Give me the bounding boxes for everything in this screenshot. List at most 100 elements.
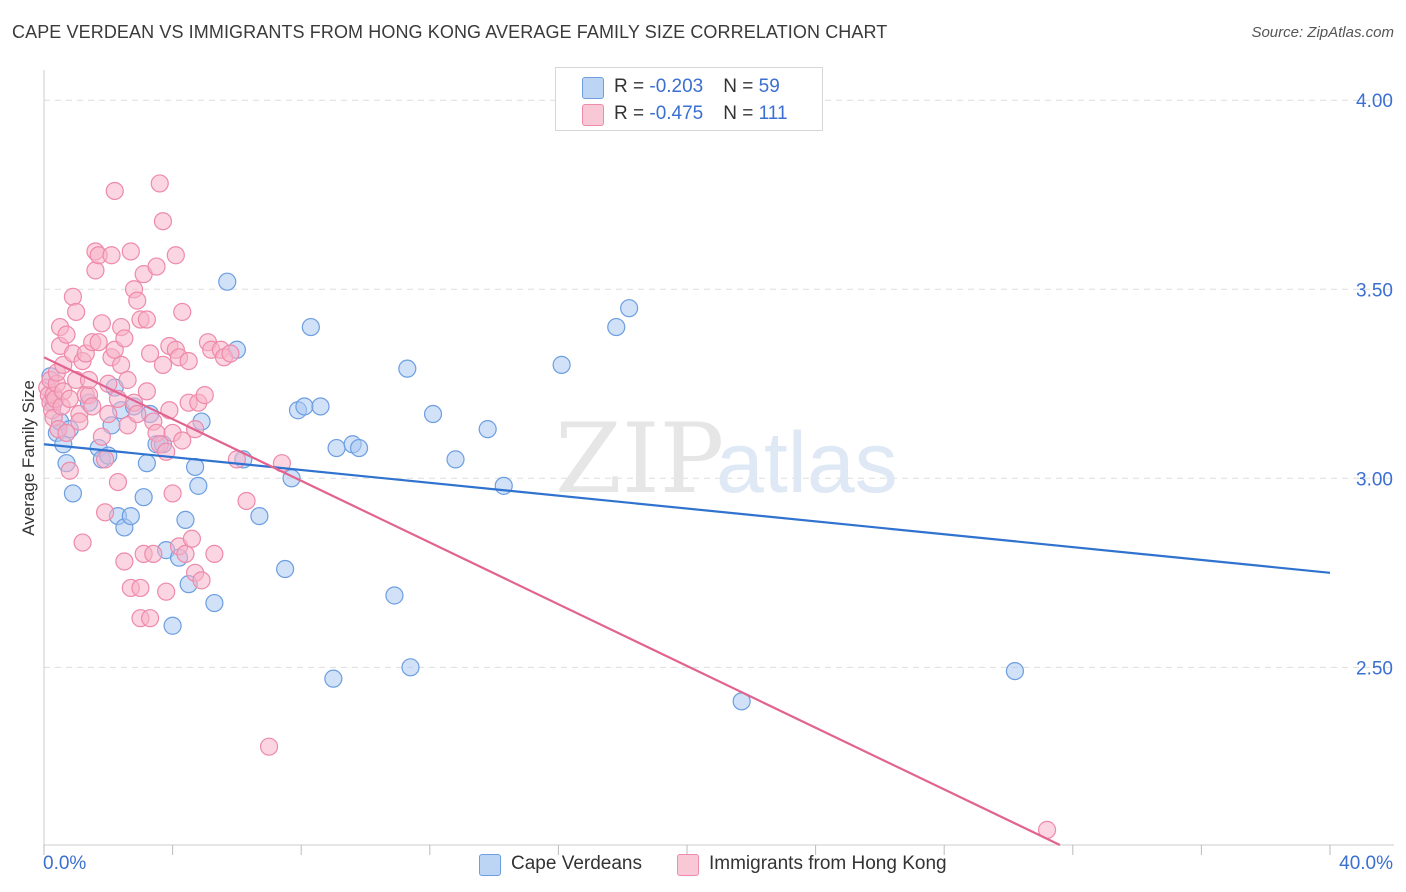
point-hong-kong xyxy=(112,355,131,374)
watermark-zip: ZIP xyxy=(555,403,724,515)
point-hong-kong xyxy=(163,484,182,503)
point-hong-kong xyxy=(86,261,105,280)
point-hong-kong xyxy=(73,533,92,552)
y-tick-label: 3.50 xyxy=(1356,280,1393,301)
point-hong-kong xyxy=(105,181,124,201)
point-hong-kong xyxy=(60,461,79,480)
point-hong-kong xyxy=(140,344,160,363)
point-hong-kong xyxy=(99,404,118,424)
point-hong-kong xyxy=(147,257,166,276)
point-hong-kong xyxy=(237,491,256,511)
trend-line-cape-verdeans xyxy=(43,443,1331,574)
point-cape-verdean xyxy=(189,476,208,495)
bottom-legend-label-blue: Cape Verdeans xyxy=(511,853,642,874)
point-cape-verdean xyxy=(401,658,420,677)
tick-labels: 2.50 3.00 3.50 4.00 0.0% 40.0% xyxy=(43,91,1393,874)
point-cape-verdean xyxy=(446,450,465,469)
trend-lines xyxy=(43,356,1331,846)
point-hong-kong xyxy=(192,571,211,590)
point-hong-kong xyxy=(60,389,79,409)
series-hong-kong xyxy=(38,174,1057,839)
point-cape-verdean xyxy=(324,669,343,688)
point-hong-kong xyxy=(153,212,173,231)
point-hong-kong xyxy=(115,329,134,348)
watermark: ZIP atlas xyxy=(555,403,898,515)
point-hong-kong xyxy=(157,582,176,601)
y-axis-label: Average Family Size xyxy=(19,380,38,536)
point-hong-kong xyxy=(166,246,185,265)
legend-n-label: N = xyxy=(723,103,759,124)
legend-r-value: -0.203 xyxy=(649,76,704,97)
point-cape-verdean xyxy=(163,616,182,635)
point-hong-kong xyxy=(131,578,150,598)
point-cape-verdean xyxy=(63,484,83,503)
point-cape-verdean xyxy=(478,420,497,439)
point-cape-verdean xyxy=(423,404,443,424)
point-hong-kong xyxy=(67,302,86,322)
x-tick-label-min: 0.0% xyxy=(43,853,86,874)
point-hong-kong xyxy=(115,552,134,571)
point-cape-verdean xyxy=(134,488,153,507)
legend-n-value: 59 xyxy=(758,76,780,97)
bottom-legend-swatch-blue xyxy=(479,854,501,876)
point-hong-kong xyxy=(150,174,169,193)
point-cape-verdean xyxy=(620,299,639,318)
point-hong-kong xyxy=(121,242,140,261)
point-hong-kong xyxy=(160,401,179,420)
point-cape-verdean xyxy=(250,506,269,526)
point-hong-kong xyxy=(140,609,160,628)
point-hong-kong xyxy=(108,472,128,492)
point-hong-kong xyxy=(57,325,76,344)
point-hong-kong xyxy=(83,397,102,416)
point-hong-kong xyxy=(99,374,118,393)
legend-text-blue: R = -0.203 N = 59 xyxy=(614,76,780,98)
point-hong-kong xyxy=(57,423,76,443)
point-hong-kong xyxy=(179,351,198,371)
point-cape-verdean xyxy=(1005,661,1025,681)
point-cape-verdean xyxy=(301,317,320,337)
chart-title: CAPE VERDEAN VS IMMIGRANTS FROM HONG KON… xyxy=(12,22,888,42)
y-tick-label: 3.00 xyxy=(1356,469,1393,490)
x-tick-label-max: 40.0% xyxy=(1339,853,1393,874)
point-hong-kong xyxy=(137,310,156,329)
bottom-legend-swatch-pink xyxy=(677,854,699,876)
point-cape-verdean xyxy=(205,593,224,613)
legend-box: R = -0.203 N = 59 R = -0.475 N = 111 xyxy=(555,67,823,131)
point-hong-kong xyxy=(173,302,192,322)
legend-r-value: -0.475 xyxy=(649,103,704,124)
bottom-legend-label-pink: Immigrants from Hong Kong xyxy=(709,853,947,874)
point-cape-verdean xyxy=(349,438,369,458)
point-hong-kong xyxy=(205,544,224,564)
legend-swatch-blue xyxy=(582,77,604,99)
point-cape-verdean xyxy=(385,586,404,605)
point-hong-kong xyxy=(95,503,115,522)
point-cape-verdean xyxy=(311,397,330,416)
point-hong-kong xyxy=(144,544,163,564)
point-hong-kong xyxy=(92,427,111,446)
point-hong-kong xyxy=(118,370,137,390)
point-hong-kong xyxy=(95,450,115,469)
point-cape-verdean xyxy=(121,506,140,526)
point-cape-verdean xyxy=(137,454,156,473)
point-hong-kong xyxy=(92,314,111,333)
point-cape-verdean xyxy=(552,355,571,374)
gridlines xyxy=(44,99,1394,668)
point-hong-kong xyxy=(70,412,89,431)
point-hong-kong xyxy=(153,355,173,374)
y-tick-label: 2.50 xyxy=(1356,658,1393,679)
legend-r-label: R = xyxy=(614,76,650,97)
trend-line-hong-kong xyxy=(43,356,1061,846)
axes xyxy=(43,70,1394,855)
point-hong-kong xyxy=(182,529,201,548)
watermark-atlas: atlas xyxy=(716,415,898,511)
legend-r-label: R = xyxy=(614,103,650,124)
point-cape-verdean xyxy=(398,359,417,378)
point-hong-kong xyxy=(128,404,147,424)
point-hong-kong xyxy=(176,544,195,564)
point-hong-kong xyxy=(63,287,83,306)
point-cape-verdean xyxy=(218,272,237,291)
point-hong-kong xyxy=(137,382,156,401)
legend-swatch-pink xyxy=(582,104,604,126)
point-cape-verdean xyxy=(607,317,626,337)
bottom-legend: Cape Verdeans Immigrants from Hong Kong xyxy=(0,852,1406,878)
